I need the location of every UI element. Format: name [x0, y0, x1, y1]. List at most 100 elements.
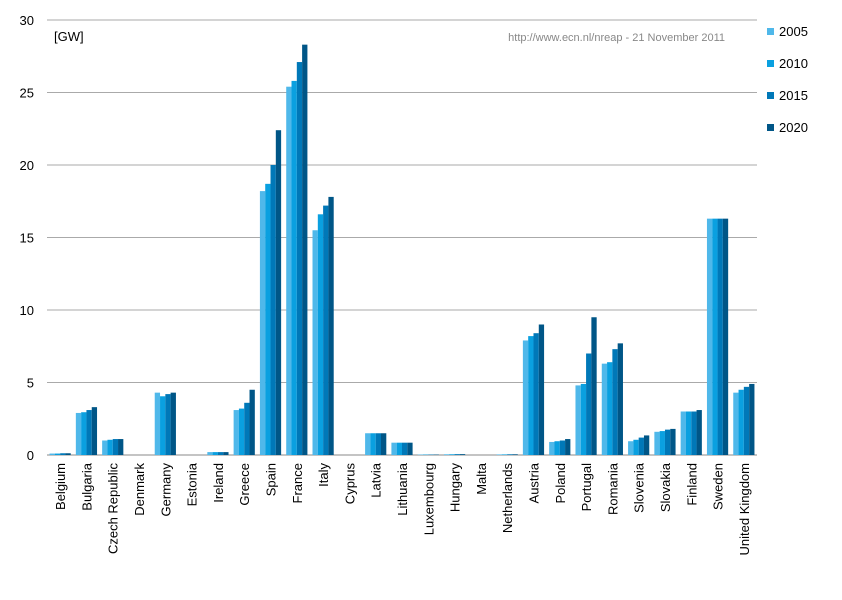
- bar-latvia-2005: [365, 433, 370, 455]
- bar-portugal-2015: [586, 354, 591, 456]
- bar-slovakia-2020: [670, 429, 675, 455]
- bar-italy-2020: [328, 197, 333, 455]
- bar-united-kingdom-2010: [739, 390, 744, 455]
- bar-greece-2020: [250, 390, 255, 455]
- bar-slovakia-2010: [660, 431, 665, 455]
- x-tick-label: Germany: [158, 463, 173, 517]
- bar-poland-2005: [549, 442, 554, 455]
- bar-finland-2015: [691, 412, 696, 456]
- bar-bulgaria-2010: [81, 412, 86, 455]
- x-tick-label: Lithuania: [395, 462, 410, 516]
- bar-slovenia-2010: [633, 440, 638, 455]
- bar-lithuania-2020: [407, 443, 412, 455]
- bar-bulgaria-2020: [92, 407, 97, 455]
- bar-united-kingdom-2020: [749, 384, 754, 455]
- legend-swatch-2015: [767, 92, 774, 99]
- bar-ireland-2015: [218, 452, 223, 455]
- x-tick-label: Cyprus: [342, 463, 357, 505]
- bar-italy-2015: [323, 206, 328, 455]
- bar-france-2010: [292, 81, 297, 455]
- bar-spain-2015: [271, 165, 276, 455]
- legend-swatch-2020: [767, 124, 774, 131]
- bar-austria-2020: [539, 325, 544, 456]
- x-tick-label: Greece: [237, 463, 252, 506]
- bar-lithuania-2005: [391, 443, 396, 455]
- y-tick-label: 10: [20, 303, 34, 318]
- bar-romania-2005: [602, 364, 607, 455]
- bar-czech-republic-2010: [107, 440, 112, 455]
- bar-netherlands-2020: [512, 454, 517, 455]
- legend-swatch-2005: [767, 28, 774, 35]
- bar-slovakia-2005: [654, 432, 659, 455]
- y-tick-label: 25: [20, 86, 34, 101]
- bar-sweden-2020: [723, 219, 728, 455]
- bar-bulgaria-2015: [86, 410, 91, 455]
- x-tick-label: Portugal: [579, 463, 594, 512]
- x-tick-label: Luxembourg: [421, 463, 436, 535]
- bar-poland-2020: [565, 439, 570, 455]
- x-tick-label: Bulgaria: [79, 462, 94, 510]
- bar-sweden-2015: [718, 219, 723, 455]
- bar-finland-2005: [681, 412, 686, 456]
- x-tick-label: Netherlands: [500, 463, 515, 534]
- bar-bulgaria-2005: [76, 413, 81, 455]
- x-tick-label: Italy: [316, 463, 331, 487]
- bar-portugal-2020: [591, 317, 596, 455]
- bar-latvia-2020: [381, 433, 386, 455]
- bar-slovakia-2015: [665, 430, 670, 455]
- unit-label: [GW]: [54, 29, 84, 44]
- y-tick-label: 5: [27, 376, 34, 391]
- y-tick-label: 20: [20, 158, 34, 173]
- bar-czech-republic-2020: [118, 439, 123, 455]
- bar-belgium-2015: [60, 453, 65, 455]
- source-note: http://www.ecn.nl/nreap - 21 November 20…: [508, 32, 725, 44]
- bar-romania-2015: [612, 349, 617, 455]
- x-tick-label: Finland: [684, 463, 699, 506]
- bar-slovenia-2005: [628, 441, 633, 455]
- x-tick-label: Romania: [605, 462, 620, 515]
- bar-spain-2020: [276, 130, 281, 455]
- legend-label-2010: 2010: [779, 56, 808, 71]
- x-tick-label: Sweden: [711, 463, 726, 510]
- bar-portugal-2010: [581, 384, 586, 455]
- x-tick-label: Czech Republic: [106, 463, 121, 555]
- bar-lithuania-2015: [402, 443, 407, 455]
- bar-sweden-2010: [712, 219, 717, 455]
- bar-united-kingdom-2015: [744, 387, 749, 455]
- bar-hungary-2015: [455, 454, 460, 455]
- bar-greece-2015: [244, 403, 249, 455]
- x-tick-label: Slovakia: [658, 462, 673, 512]
- legend-swatch-2010: [767, 60, 774, 67]
- y-tick-label: 0: [27, 448, 34, 463]
- bar-ireland-2005: [207, 452, 212, 455]
- x-tick-label: Malta: [474, 462, 489, 495]
- bar-spain-2010: [265, 184, 270, 455]
- bar-italy-2005: [313, 230, 318, 455]
- bar-poland-2010: [554, 441, 559, 455]
- bar-netherlands-2005: [497, 454, 502, 455]
- bar-ireland-2010: [213, 452, 218, 455]
- x-tick-label: Latvia: [369, 462, 384, 497]
- bar-czech-republic-2005: [102, 441, 107, 456]
- x-tick-label: Poland: [553, 463, 568, 503]
- bar-poland-2015: [560, 441, 565, 456]
- bars: [50, 45, 755, 455]
- legend-label-2005: 2005: [779, 24, 808, 39]
- bar-ireland-2020: [223, 452, 228, 455]
- bar-lithuania-2010: [397, 443, 402, 455]
- bar-latvia-2015: [376, 433, 381, 455]
- x-tick-label: Ireland: [211, 463, 226, 503]
- x-tick-label: Hungary: [448, 463, 463, 513]
- bar-austria-2015: [533, 333, 538, 455]
- bar-france-2020: [302, 45, 307, 455]
- bar-france-2005: [286, 87, 291, 455]
- bar-united-kingdom-2005: [733, 393, 738, 455]
- x-tick-label: Denmark: [132, 463, 147, 516]
- bar-hungary-2005: [444, 454, 449, 455]
- bar-greece-2005: [234, 410, 239, 455]
- bar-sweden-2005: [707, 219, 712, 455]
- bar-portugal-2005: [575, 385, 580, 455]
